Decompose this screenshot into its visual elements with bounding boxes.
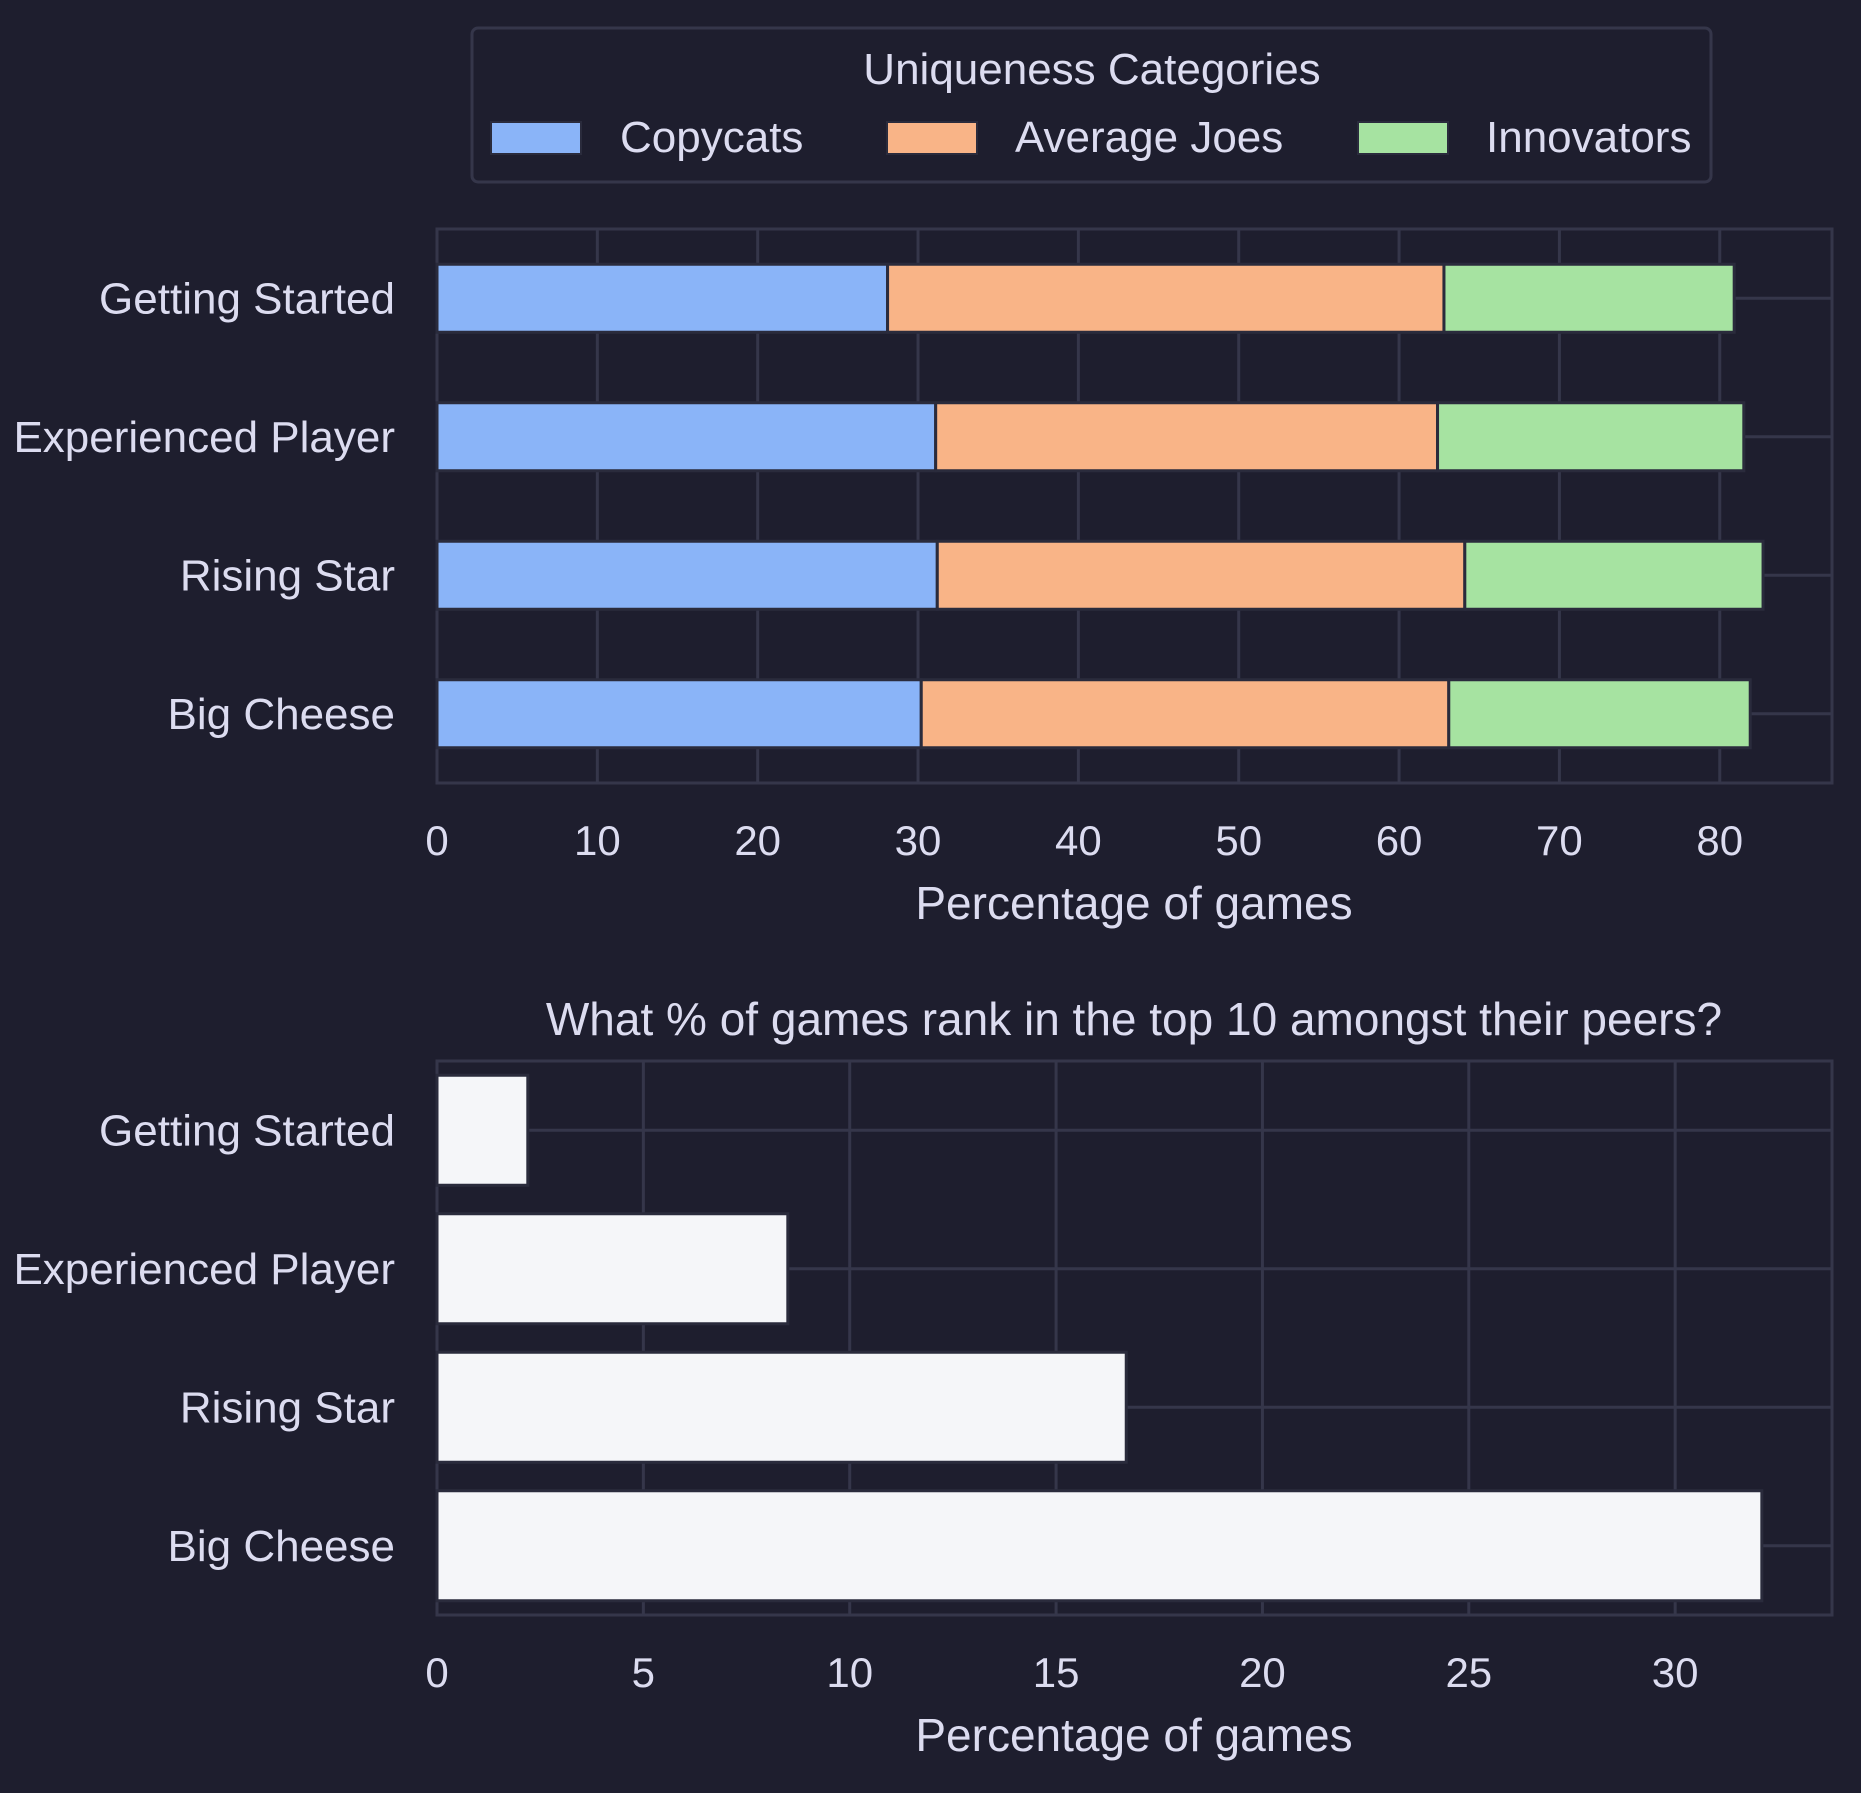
x-tick-label-30: 30 bbox=[895, 817, 942, 864]
legend-title: Uniqueness Categories bbox=[863, 45, 1320, 94]
bar-innovators-big-cheese bbox=[1447, 678, 1752, 750]
bar-innovators-getting-started bbox=[1442, 262, 1736, 334]
y-tick-label-experienced-player: Experienced Player bbox=[13, 1245, 395, 1294]
x-tick-labels: 0 10 20 30 40 50 60 70 80 bbox=[425, 817, 1743, 864]
y-tick-label-getting-started: Getting Started bbox=[99, 274, 395, 323]
bar-top-10-experienced-player bbox=[435, 1212, 790, 1326]
bar-copycats-getting-started bbox=[435, 262, 890, 334]
bars bbox=[435, 262, 1765, 750]
y-tick-label-getting-started: Getting Started bbox=[99, 1106, 395, 1155]
y-tick-label-big-cheese: Big Cheese bbox=[168, 1522, 395, 1571]
bars bbox=[435, 1073, 1764, 1603]
y-tick-label-rising-star: Rising Star bbox=[180, 1383, 395, 1432]
bar-top-10-rising-star bbox=[435, 1350, 1128, 1464]
bar-top-10-big-cheese bbox=[435, 1489, 1764, 1603]
x-tick-label-60: 60 bbox=[1376, 817, 1423, 864]
y-tick-label-experienced-player: Experienced Player bbox=[13, 413, 395, 462]
y-tick-label-big-cheese: Big Cheese bbox=[168, 690, 395, 739]
x-tick-label-30: 30 bbox=[1652, 1649, 1699, 1696]
x-tick-label-20: 20 bbox=[734, 817, 781, 864]
bar-top-10-getting-started bbox=[435, 1073, 530, 1187]
x-axis-label: Percentage of games bbox=[915, 877, 1352, 929]
legend-swatch-innovators bbox=[1357, 121, 1449, 155]
bar-copycats-rising-star bbox=[435, 539, 939, 611]
x-tick-label-50: 50 bbox=[1215, 817, 1262, 864]
legend-label-innovators: Innovators bbox=[1486, 113, 1691, 162]
legend-label-average-joes: Average Joes bbox=[1015, 113, 1283, 162]
x-tick-label-0: 0 bbox=[425, 817, 448, 864]
x-tick-label-70: 70 bbox=[1536, 817, 1583, 864]
legend-label-copycats: Copycats bbox=[620, 113, 803, 162]
stacked-bar-chart: Getting Started Experienced Player Rising … bbox=[13, 227, 1834, 929]
x-tick-label-40: 40 bbox=[1055, 817, 1102, 864]
x-tick-label-10: 10 bbox=[574, 817, 621, 864]
legend-swatch-copycats bbox=[490, 121, 582, 155]
x-tick-label-10: 10 bbox=[826, 1649, 873, 1696]
bar-innovators-rising-star bbox=[1463, 539, 1765, 611]
bar-average-joes-big-cheese bbox=[919, 678, 1451, 750]
top10-bar-chart: What % of games rank in the top 10 among… bbox=[13, 993, 1834, 1761]
legend-swatch-average-joes bbox=[886, 121, 978, 155]
chart-title: What % of games rank in the top 10 among… bbox=[546, 993, 1722, 1045]
bar-average-joes-getting-started bbox=[886, 262, 1446, 334]
x-tick-labels: 0 5 10 15 20 25 30 bbox=[425, 1649, 1698, 1696]
y-tick-labels: Getting Started Experienced Player Rising … bbox=[13, 1106, 395, 1571]
x-tick-label-80: 80 bbox=[1696, 817, 1743, 864]
x-tick-label-20: 20 bbox=[1239, 1649, 1286, 1696]
x-tick-label-25: 25 bbox=[1445, 1649, 1492, 1696]
legend: Uniqueness Categories Copycats Average J… bbox=[470, 26, 1713, 184]
bar-copycats-experienced-player bbox=[435, 401, 938, 473]
bar-average-joes-experienced-player bbox=[934, 401, 1440, 473]
y-tick-label-rising-star: Rising Star bbox=[180, 551, 395, 600]
bar-copycats-big-cheese bbox=[435, 678, 923, 750]
x-tick-label-15: 15 bbox=[1033, 1649, 1080, 1696]
x-tick-label-5: 5 bbox=[632, 1649, 655, 1696]
y-tick-labels: Getting Started Experienced Player Rising … bbox=[13, 274, 395, 739]
bar-average-joes-rising-star bbox=[935, 539, 1467, 611]
bar-innovators-experienced-player bbox=[1436, 401, 1746, 473]
x-axis-label: Percentage of games bbox=[915, 1709, 1352, 1761]
x-tick-label-0: 0 bbox=[425, 1649, 448, 1696]
